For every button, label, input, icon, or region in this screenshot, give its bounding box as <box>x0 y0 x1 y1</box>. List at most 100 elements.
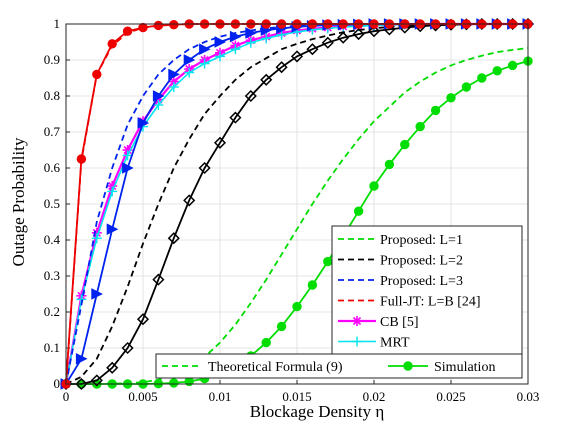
legend-box <box>331 225 523 356</box>
y-tick-label: 0.4 <box>44 232 61 247</box>
x-tick-label: 0.015 <box>282 389 311 404</box>
simulation-marker <box>122 162 134 174</box>
y-tick-label: 0.7 <box>44 124 61 139</box>
legend-label: Proposed: L=3 <box>380 274 463 289</box>
legend-item: CB [5] <box>338 315 419 330</box>
simulation-marker <box>198 161 211 175</box>
x-tick-label: 0.005 <box>128 389 157 404</box>
simulation-marker <box>168 68 180 81</box>
y-tick-label: 0.9 <box>44 52 60 67</box>
x-tick-label: 0.03 <box>517 389 540 404</box>
x-axis-label: Blockage Density η <box>250 402 384 421</box>
x-tick-label: 0.02 <box>363 389 386 404</box>
x-axis-ticks: 0 0.005 0.01 0.015 0.02 0.025 0.03 <box>63 380 540 404</box>
y-tick-label: 0.8 <box>44 88 60 103</box>
simulation-marker <box>152 90 165 102</box>
y-axis-ticks: 0 0.1 0.2 0.3 0.4 0.5 0.6 0.7 0.8 0.9 1 <box>44 16 70 391</box>
simulation-marker <box>306 43 319 56</box>
legend-marker <box>352 336 362 347</box>
simulation-marker <box>276 321 287 332</box>
simulation-marker <box>76 154 87 164</box>
simulation-marker <box>292 301 302 312</box>
mrt-marker <box>230 44 241 55</box>
simulation-marker <box>152 273 165 286</box>
simulation-marker <box>477 73 487 83</box>
mrt-marker <box>184 67 195 78</box>
mrt-marker <box>276 29 287 40</box>
simulation-marker <box>213 136 227 149</box>
simulation-marker <box>384 159 395 170</box>
style-legend-item-theory: Theoretical Formula (9) <box>162 360 343 375</box>
simulation-marker <box>353 206 364 216</box>
mrt-marker <box>245 37 256 48</box>
simulation-marker <box>106 361 119 374</box>
y-tick-label: 0 <box>54 376 61 391</box>
simulation-marker <box>106 223 119 236</box>
y-tick-label: 0.3 <box>44 268 60 283</box>
mrt-marker <box>199 58 210 69</box>
simulation-marker <box>507 60 518 71</box>
simulation-marker <box>138 22 148 33</box>
simulation-marker <box>75 377 88 391</box>
simulation-marker <box>153 20 164 31</box>
simulation-marker <box>199 43 211 56</box>
mrt-marker <box>122 150 133 161</box>
y-tick-label: 1 <box>54 16 61 31</box>
simulation-marker <box>137 117 150 129</box>
style-legend-item-simulation: Simulation <box>388 360 495 375</box>
simulation-marker <box>415 121 425 132</box>
simulation-marker <box>167 232 180 245</box>
legend-label: Full-JT: L=B [24] <box>380 295 481 310</box>
x-tick-label: 0.01 <box>209 389 232 404</box>
simulation-marker <box>245 27 257 39</box>
y-tick-label: 0.2 <box>44 304 60 319</box>
simulation-marker <box>337 31 350 44</box>
x-tick-label: 0.025 <box>436 389 465 404</box>
legend-label: Proposed: L=1 <box>380 233 463 248</box>
style-legend: Theoretical Formula (9) Simulation <box>155 353 523 379</box>
simulation-marker <box>92 69 102 80</box>
legend-label: MRT <box>380 336 410 351</box>
simulation-marker <box>244 89 257 103</box>
simulation-marker <box>446 93 456 103</box>
simulation-marker <box>214 36 227 48</box>
mrt-marker <box>261 33 272 44</box>
simulation-marker <box>367 25 381 38</box>
y-tick-label: 0.5 <box>44 196 60 211</box>
legend-label: CB [5] <box>380 315 419 330</box>
simulation-marker <box>290 50 304 63</box>
simulation-marker <box>400 139 410 150</box>
simulation-marker <box>307 280 318 290</box>
simulation-marker <box>169 378 179 388</box>
simulation-marker <box>492 66 502 76</box>
simulation-marker <box>321 36 334 49</box>
simulation-marker <box>75 352 88 365</box>
theory-line <box>66 47 529 385</box>
simulation-marker <box>90 374 103 387</box>
x-tick-label: 0 <box>63 389 70 404</box>
simulation-marker <box>169 20 179 30</box>
simulation-marker <box>229 111 242 124</box>
simulation-marker <box>323 256 333 267</box>
mrt-marker <box>107 186 118 197</box>
simulation-marker <box>122 26 133 36</box>
legend: Proposed: L=1 Proposed: L=2 Proposed: L=3 F… <box>331 225 523 356</box>
simulation-marker <box>107 39 117 49</box>
simulation-marker <box>229 30 242 43</box>
simulation-marker <box>430 105 441 116</box>
mrt-marker <box>91 233 102 244</box>
simulation-marker <box>369 181 379 191</box>
mrt-marker <box>153 100 164 110</box>
y-tick-label: 0.6 <box>44 160 61 175</box>
legend-marker <box>403 361 413 371</box>
simulation-marker <box>183 194 196 207</box>
simulation-marker <box>275 61 288 74</box>
simulation-marker <box>183 54 196 66</box>
y-tick-label: 0.1 <box>44 340 60 355</box>
simulation-marker <box>260 73 273 86</box>
legend-item: MRT <box>338 336 410 351</box>
mrt-marker <box>215 51 225 62</box>
legend-label: Theoretical Formula (9) <box>208 360 343 375</box>
legend-item: Proposed: L=3 <box>338 274 463 289</box>
